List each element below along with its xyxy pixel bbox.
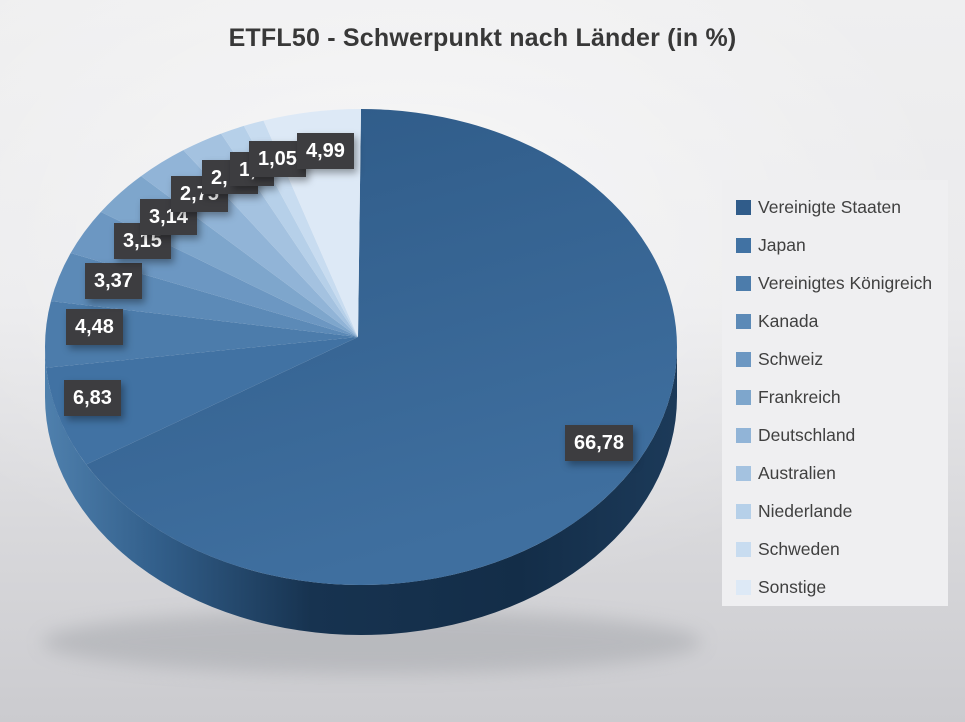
pie-side — [45, 347, 677, 635]
legend-item-label: Vereinigte Staaten — [758, 196, 902, 217]
value-label-vereinigte-staaten: 66,78 — [565, 425, 634, 461]
legend-item-kanada[interactable]: Kanada — [736, 311, 948, 332]
legend-item-sonstige[interactable]: Sonstige — [736, 577, 948, 598]
legend-item-vereinigte-staaten[interactable]: Vereinigte Staaten — [736, 197, 948, 218]
value-label-schweden: 1,05 — [249, 141, 306, 177]
legend-item-japan[interactable]: Japan — [736, 235, 948, 256]
value-label-sonstige: 4,99 — [297, 133, 354, 169]
value-label-vereinigtes-k-nigreich: 4,48 — [66, 309, 123, 345]
pie-ground-shadow — [42, 610, 702, 674]
legend-item-label: Kanada — [758, 310, 819, 331]
legend-swatch-vereinigtes-k-nigreich — [736, 275, 751, 291]
legend-swatch-deutschland — [736, 427, 751, 443]
legend-item-schweiz[interactable]: Schweiz — [736, 349, 948, 370]
legend-item-australien[interactable]: Australien — [736, 463, 948, 484]
pie-slice-vereinigte-staaten[interactable] — [86, 109, 677, 586]
legend-swatch-japan — [736, 237, 751, 253]
chart-title: ETFL50 - Schwerpunkt nach Länder (in %) — [228, 24, 737, 52]
legend-swatch-kanada — [736, 313, 751, 329]
value-label-japan: 6,83 — [64, 380, 121, 416]
legend-item-label: Deutschland — [758, 424, 856, 445]
legend-item-frankreich[interactable]: Frankreich — [736, 387, 948, 408]
legend-swatch-niederlande — [736, 503, 751, 519]
legend-swatch-schweden — [736, 541, 751, 557]
legend-swatch-schweiz — [736, 351, 751, 367]
legend-item-label: Vereinigtes Königreich — [758, 272, 933, 293]
legend-swatch-sonstige — [736, 579, 751, 595]
legend-item-niederlande[interactable]: Niederlande — [736, 501, 948, 522]
value-label-kanada: 3,37 — [85, 263, 142, 299]
legend-item-label: Sonstige — [758, 576, 827, 597]
legend-item-label: Japan — [758, 234, 806, 255]
legend-item-label: Niederlande — [758, 500, 853, 521]
legend-item-vereinigtes-k-nigreich[interactable]: Vereinigtes Königreich — [736, 273, 948, 294]
legend-swatch-frankreich — [736, 389, 751, 405]
legend-item-label: Australien — [758, 462, 836, 483]
legend-swatch-australien — [736, 465, 751, 481]
legend: Vereinigte Staaten Japan Vereinigtes König… — [722, 180, 948, 606]
pie-slice-japan[interactable] — [46, 337, 358, 465]
legend-item-label: Schweiz — [758, 348, 824, 369]
legend-item-label: Frankreich — [758, 386, 841, 407]
legend-item-label: Schweden — [758, 538, 840, 559]
pie-slice-vereinigtes-k-nigreich[interactable] — [45, 301, 358, 368]
legend-item-deutschland[interactable]: Deutschland — [736, 425, 948, 446]
legend-item-schweden[interactable]: Schweden — [736, 539, 948, 560]
legend-swatch-vereinigte-staaten — [736, 199, 751, 215]
